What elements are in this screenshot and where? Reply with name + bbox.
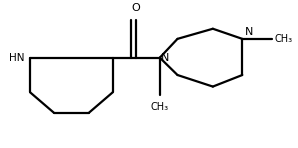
Text: CH₃: CH₃ (275, 34, 293, 44)
Text: HN: HN (9, 53, 25, 63)
Text: N: N (245, 27, 254, 37)
Text: N: N (161, 53, 170, 63)
Text: CH₃: CH₃ (151, 102, 169, 112)
Text: O: O (132, 3, 141, 13)
